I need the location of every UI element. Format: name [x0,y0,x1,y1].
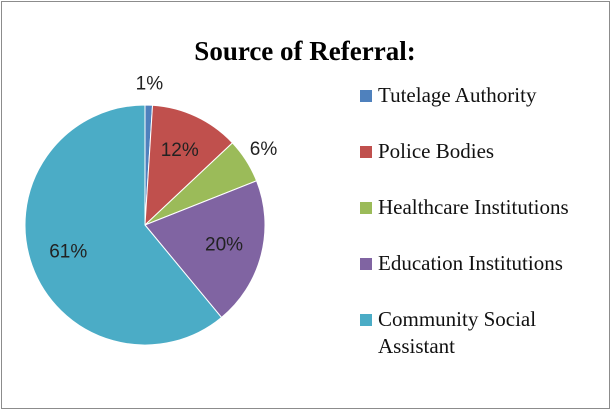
legend-label: Police Bodies [378,139,495,163]
legend-item: Healthcare Institutions [360,194,595,221]
legend-swatch [360,90,372,102]
legend-swatch [360,258,372,270]
legend-label: Healthcare Institutions [378,195,569,219]
legend-swatch [360,314,372,326]
pie-slice [24,104,223,346]
legend-swatch [360,202,372,214]
pie-slice [144,180,266,319]
data-label: 20% [205,234,243,255]
legend-label: Education Institutions [378,251,563,275]
legend-label: Community Social Assistant [378,307,537,358]
data-label: 12% [161,140,199,161]
chart-title: Source of Referral: [194,36,415,66]
data-label: 1% [136,74,164,95]
legend-item: Police Bodies [360,138,595,165]
legend: Tutelage Authority Police Bodies Healthcar… [360,82,595,360]
legend-item: Tutelage Authority [360,82,595,109]
data-label: 6% [250,139,278,160]
data-label: 61% [49,242,87,263]
legend-item: Community Social Assistant [360,306,595,360]
legend-swatch [360,146,372,158]
legend-label: Tutelage Authority [378,83,537,107]
pie-slice [144,104,234,227]
legend-item: Education Institutions [360,250,595,277]
